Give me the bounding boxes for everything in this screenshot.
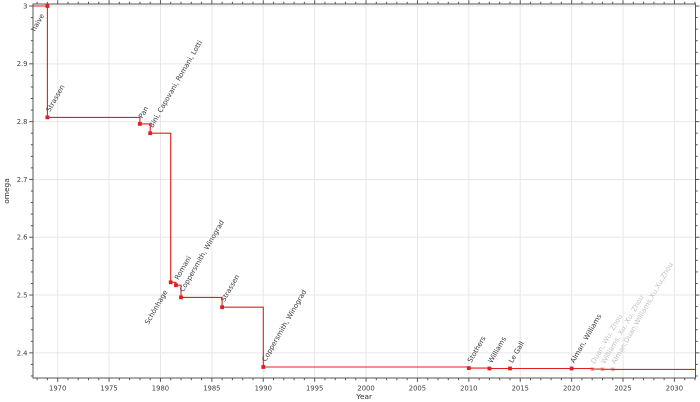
x-tick-label: 2025 (614, 385, 631, 393)
data-point-marker (168, 280, 173, 285)
tick-labels: 1970 1975 1980 1985 1990 1995 2000 2005 2010 2015… (17, 2, 683, 392)
data-point-marker (569, 366, 574, 371)
data-point-marker (138, 122, 142, 126)
gridlines (33, 4, 696, 378)
data-point-marker (220, 305, 224, 310)
data-point-marker (610, 367, 615, 372)
x-tick-label: 2005 (409, 385, 426, 393)
y-tick-label: 2.5 (17, 291, 28, 299)
data-point-marker (45, 4, 50, 8)
x-tick-label: 2020 (563, 385, 580, 393)
x-tick-label: 1980 (152, 385, 169, 393)
data-point-marker (174, 283, 178, 288)
x-tick-label: 1970 (49, 385, 66, 393)
x-tick-label: 2010 (460, 385, 477, 393)
x-tick-label: 1990 (255, 385, 272, 393)
x-axis-label: Year (355, 392, 373, 401)
data-point-marker (466, 366, 471, 370)
data-point-marker (179, 295, 183, 300)
x-tick-label: 1995 (306, 385, 323, 393)
x-tick-label: 1985 (203, 385, 220, 393)
omega-series-line (33, 5, 696, 370)
y-axis-label: omega (2, 178, 11, 204)
x-tick-label: 2000 (357, 385, 374, 393)
data-point-marker (148, 131, 153, 136)
y-tick-label: 2.7 (17, 176, 28, 184)
data-point-marker (590, 367, 595, 371)
plot-border (32, 3, 696, 379)
data-point-marker (261, 365, 266, 369)
y-tick-label: 2.6 (17, 234, 28, 242)
x-tick-label: 1975 (100, 385, 117, 393)
y-tick-label: 2.8 (17, 118, 28, 126)
data-point-marker (45, 115, 50, 120)
y-tick-label: 2.4 (17, 349, 28, 357)
data-point-marker (600, 367, 605, 372)
x-tick-label: 2030 (666, 385, 683, 393)
y-tick-label: 2.9 (17, 60, 28, 68)
y-tick-label: 3 (23, 2, 27, 10)
x-tick-label: 2015 (512, 385, 529, 393)
data-point-marker (508, 366, 512, 371)
data-point-marker (487, 366, 492, 371)
